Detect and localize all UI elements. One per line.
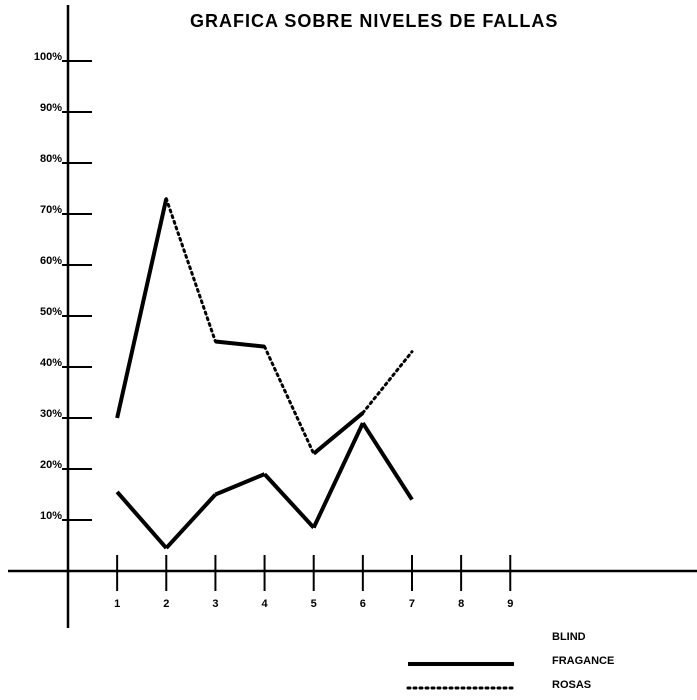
y-tick-label: 50% [40, 306, 62, 318]
y-tick-label: 90% [40, 102, 62, 114]
line-segment [312, 411, 365, 456]
x-tick-label: 4 [262, 598, 269, 610]
y-tick-label: 80% [40, 153, 62, 165]
line-segment [214, 472, 266, 497]
x-tick-label: 5 [311, 598, 317, 610]
x-tick-label: 9 [507, 598, 513, 610]
line-segment [311, 422, 365, 529]
line-segment [164, 493, 217, 550]
line-segment [215, 339, 265, 349]
x-tick-label: 3 [212, 598, 218, 610]
legend-label: ROSAS [552, 679, 591, 691]
legend-label: FRAGANCE [552, 655, 614, 667]
legend-label: BLIND [552, 631, 586, 643]
y-tick-label: 60% [40, 255, 62, 267]
line-segment [115, 198, 169, 419]
y-tick-label: 20% [40, 459, 62, 471]
x-tick-label: 1 [114, 598, 120, 610]
y-tick-label: 10% [40, 510, 62, 522]
x-tick-label: 7 [409, 598, 415, 610]
y-tick-label: 30% [40, 408, 62, 420]
y-tick-label: 40% [40, 357, 62, 369]
chart-title: GRAFICA SOBRE NIVELES DE FALLAS [190, 11, 558, 31]
line-segment [263, 345, 316, 456]
x-tick-label: 6 [360, 598, 366, 610]
line-segment [164, 197, 217, 343]
x-tick-label: 8 [458, 598, 464, 610]
line-segment [361, 350, 414, 415]
y-tick-label: 70% [40, 204, 62, 216]
line-segment [361, 422, 414, 501]
line-segment [115, 490, 168, 550]
line-segment [263, 472, 316, 530]
x-tick-label: 2 [163, 598, 169, 610]
y-tick-label: 100% [34, 51, 62, 63]
